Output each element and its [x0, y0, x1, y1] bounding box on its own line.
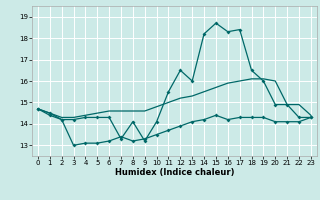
X-axis label: Humidex (Indice chaleur): Humidex (Indice chaleur) [115, 168, 234, 177]
